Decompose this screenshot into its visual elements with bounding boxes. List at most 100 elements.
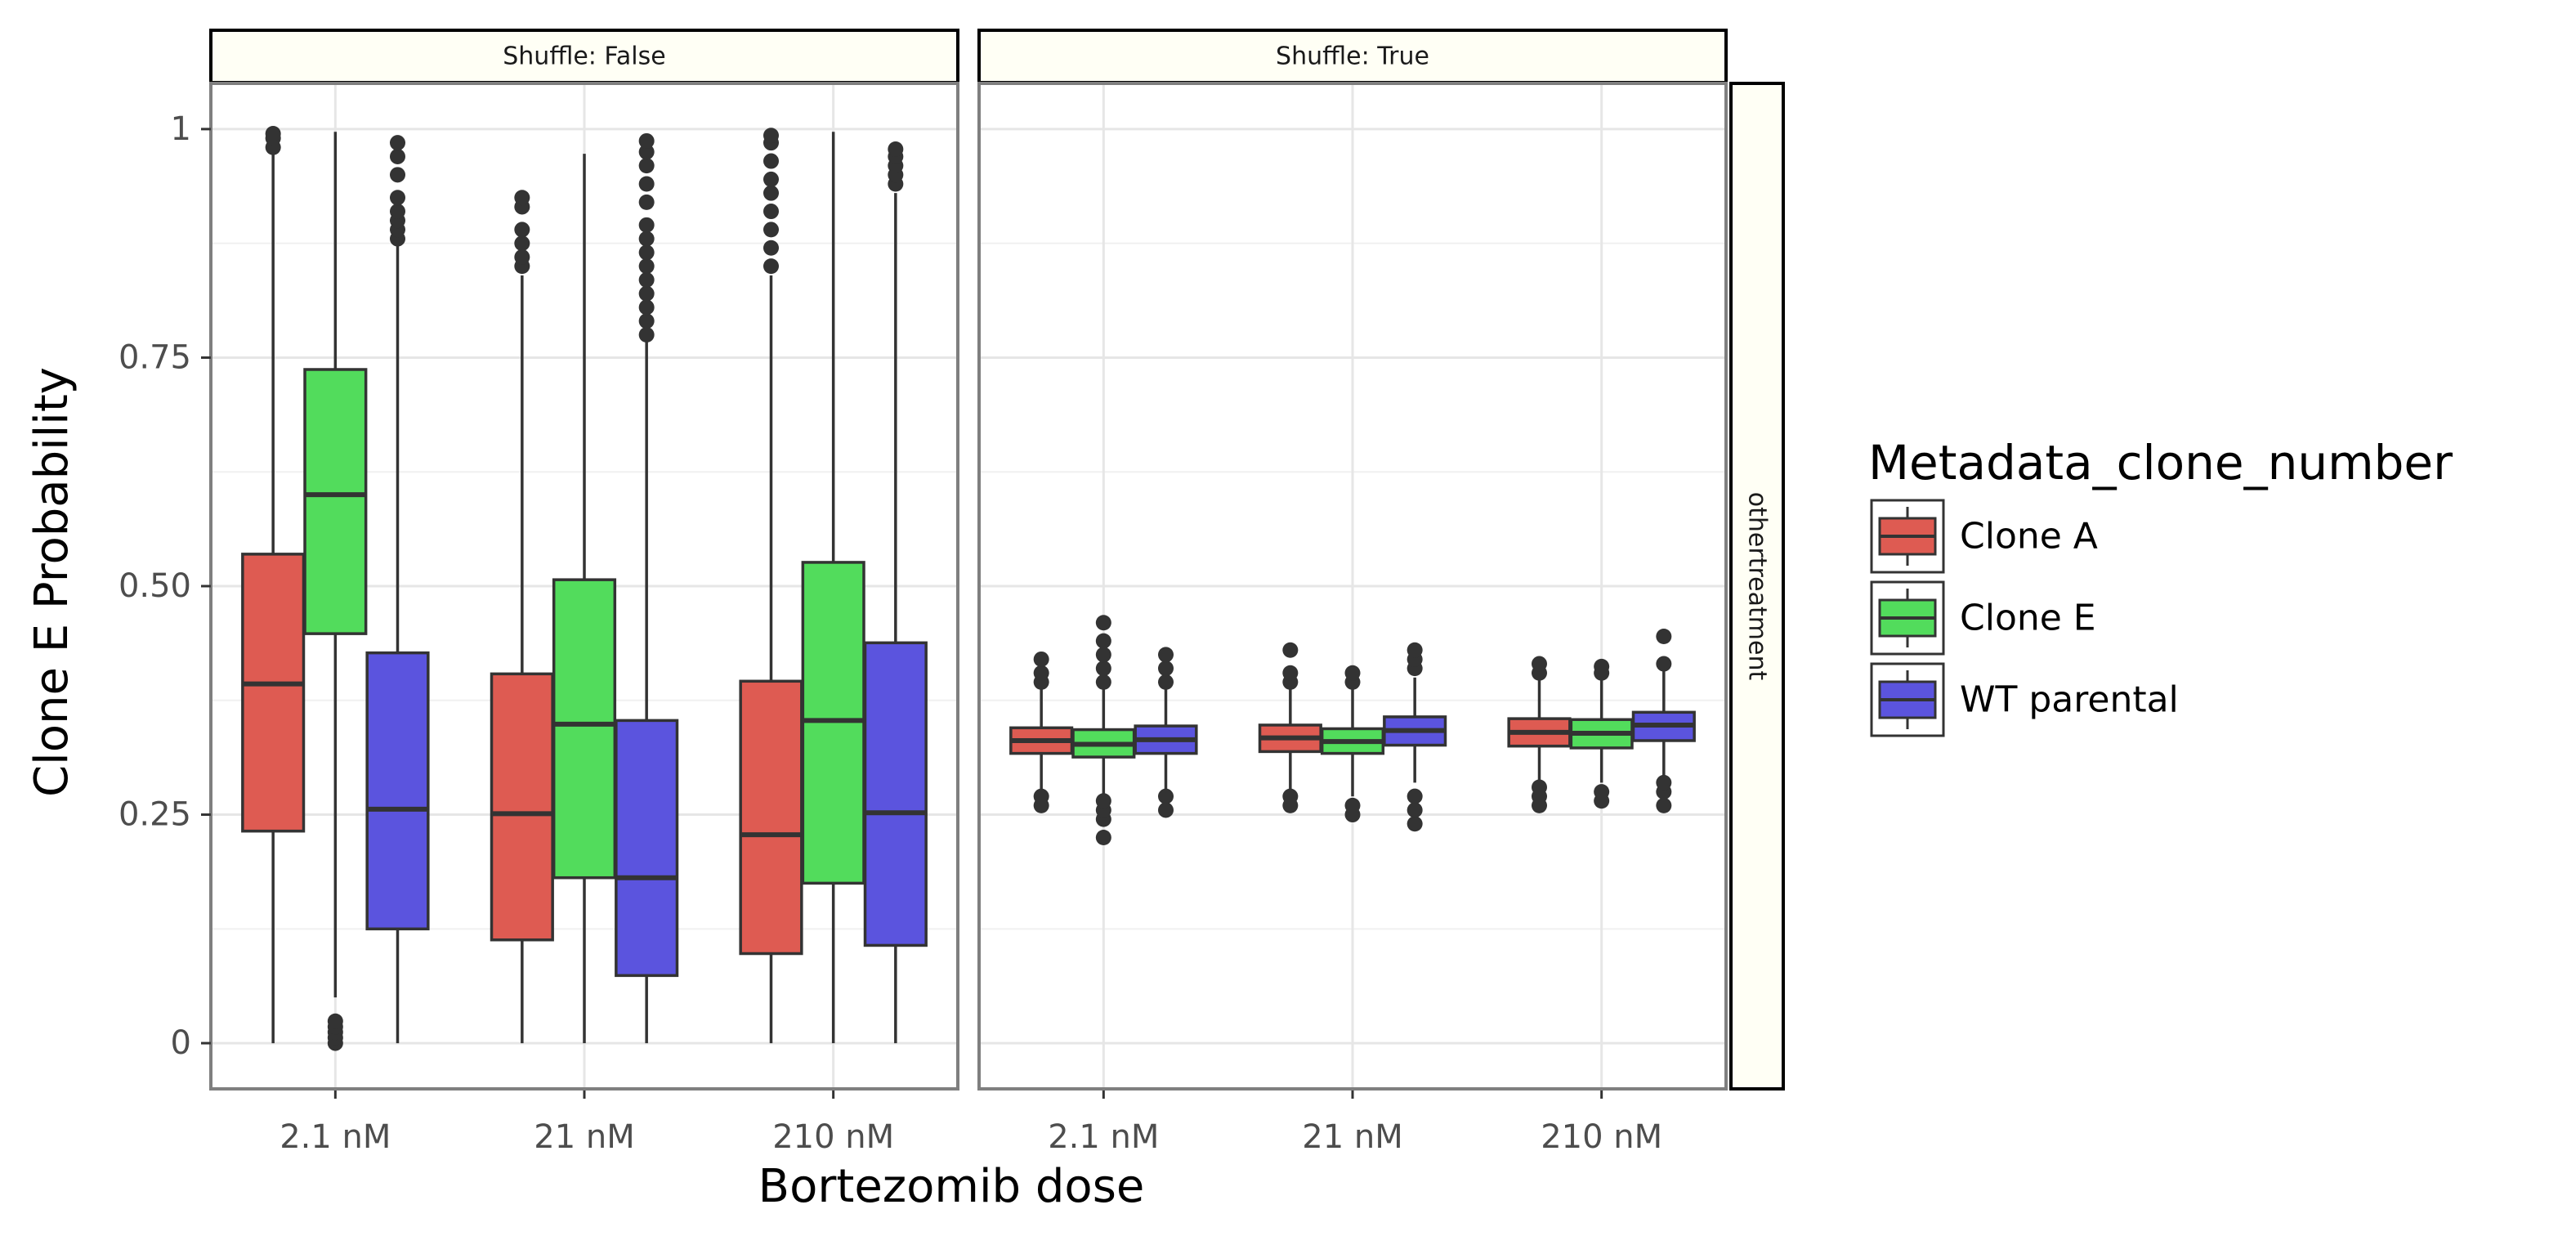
outlier-point bbox=[1095, 615, 1111, 631]
outlier-point bbox=[1594, 784, 1610, 800]
box-clone-a bbox=[241, 126, 306, 1044]
y-tick-label: 1 bbox=[171, 110, 191, 148]
outlier-point bbox=[763, 222, 779, 238]
legend-label: Clone A bbox=[1960, 516, 2098, 558]
box-body bbox=[365, 651, 430, 931]
box-clone-e bbox=[303, 132, 368, 1051]
outlier-point bbox=[763, 240, 779, 256]
outlier-point bbox=[265, 126, 281, 141]
outlier-point bbox=[514, 190, 530, 206]
row-strip-label: othertreatment bbox=[1743, 492, 1772, 681]
outlier-point bbox=[1594, 658, 1610, 674]
outlier-point bbox=[1158, 661, 1174, 677]
box-body bbox=[490, 672, 554, 942]
outlier-point bbox=[1282, 788, 1299, 804]
box-clone-a bbox=[739, 128, 803, 1044]
panel-strip-label: Shuffle: False bbox=[503, 43, 665, 71]
x-tick-label: 210 nM bbox=[1541, 1118, 1662, 1156]
outlier-point bbox=[638, 258, 655, 275]
outlier-point bbox=[390, 190, 405, 206]
box-body bbox=[303, 368, 368, 635]
legend: Metadata_clone_number Clone A Clone E WT p… bbox=[1868, 435, 2453, 737]
outlier-point bbox=[514, 249, 530, 265]
outlier-point bbox=[638, 176, 655, 192]
outlier-point bbox=[390, 167, 405, 183]
box-clone-a bbox=[1009, 651, 1074, 813]
legend-title: Metadata_clone_number bbox=[1868, 435, 2453, 490]
box-wt-parental bbox=[365, 135, 430, 1044]
outlier-point bbox=[763, 258, 779, 275]
row-strip-box bbox=[1729, 82, 1785, 1091]
outlier-point bbox=[1407, 642, 1423, 658]
outlier-point bbox=[1158, 674, 1174, 690]
legend-label: Clone E bbox=[1960, 598, 2096, 639]
y-tick-label: 0.50 bbox=[119, 567, 191, 605]
outlier-point bbox=[1095, 647, 1111, 663]
outlier-point bbox=[888, 141, 904, 158]
box-clone-e bbox=[1569, 658, 1634, 809]
row-strip: othertreatment bbox=[1729, 82, 1785, 1091]
outlier-point bbox=[1407, 802, 1423, 818]
outlier-point bbox=[638, 231, 655, 247]
outlier-point bbox=[1282, 665, 1299, 681]
box-wt-parental bbox=[615, 132, 679, 1044]
outlier-point bbox=[1344, 797, 1361, 813]
box-wt-parental bbox=[1134, 647, 1198, 818]
box-wt-parental bbox=[1631, 629, 1696, 813]
box-clone-a bbox=[490, 190, 554, 1044]
y-tick-label: 0.75 bbox=[119, 338, 191, 376]
outlier-point bbox=[1344, 665, 1361, 681]
legend-items: Clone A Clone E WT parental bbox=[1870, 499, 2179, 737]
outlier-point bbox=[763, 171, 779, 187]
outlier-point bbox=[638, 132, 655, 149]
legend-item-clone-a: Clone A bbox=[1870, 499, 2098, 574]
outlier-point bbox=[1532, 656, 1547, 672]
outlier-point bbox=[390, 148, 405, 164]
outlier-point bbox=[1282, 642, 1299, 658]
outlier-point bbox=[1095, 661, 1111, 677]
legend-item-wt-parental: WT parental bbox=[1870, 662, 2179, 737]
outlier-point bbox=[1095, 830, 1111, 845]
outlier-point bbox=[1095, 633, 1111, 649]
x-tick-label: 2.1 nM bbox=[280, 1118, 391, 1156]
x-axis-title: Bortezomib dose bbox=[758, 1160, 1145, 1213]
box-body bbox=[863, 641, 928, 947]
outlier-point bbox=[1033, 788, 1049, 804]
box-clone-e bbox=[801, 132, 865, 1044]
y-axis: 0 0.25 0.50 0.75 1 bbox=[119, 110, 211, 1062]
y-axis-title: Clone E Probability bbox=[25, 367, 78, 797]
box-clone-a bbox=[1258, 642, 1322, 813]
outlier-point bbox=[1033, 651, 1049, 667]
x-tick-label: 210 nM bbox=[772, 1118, 894, 1156]
outlier-point bbox=[638, 327, 655, 343]
outlier-point bbox=[638, 285, 655, 302]
box-wt-parental bbox=[1383, 642, 1447, 832]
box-body bbox=[615, 719, 679, 978]
outlier-point bbox=[1656, 629, 1672, 644]
panel-2: Shuffle: True 2.1 nM 21 nM 210 nM bbox=[977, 29, 1728, 1156]
outlier-point bbox=[638, 144, 655, 160]
panel-1: Shuffle: False 2.1 nM 21 nM 210 nM bbox=[209, 29, 959, 1156]
outlier-point bbox=[763, 185, 779, 201]
outlier-point bbox=[327, 1013, 343, 1029]
outlier-point bbox=[763, 128, 779, 144]
outlier-point bbox=[638, 271, 655, 288]
outlier-point bbox=[1158, 647, 1174, 663]
box-body bbox=[241, 553, 306, 833]
panel-strip-label: Shuffle: True bbox=[1276, 43, 1429, 71]
outlier-point bbox=[763, 204, 779, 220]
outlier-point bbox=[1095, 674, 1111, 690]
panel-strip bbox=[209, 29, 959, 84]
x-tick-label: 21 nM bbox=[1302, 1118, 1402, 1156]
outlier-point bbox=[390, 135, 405, 151]
outlier-point bbox=[1158, 788, 1174, 804]
box-body bbox=[552, 578, 617, 880]
outlier-point bbox=[1095, 793, 1111, 809]
y-tick-label: 0 bbox=[171, 1024, 191, 1062]
x-tick-label: 21 nM bbox=[534, 1118, 634, 1156]
outlier-point bbox=[1532, 779, 1547, 795]
outlier-point bbox=[1656, 656, 1672, 672]
outlier-point bbox=[638, 217, 655, 233]
